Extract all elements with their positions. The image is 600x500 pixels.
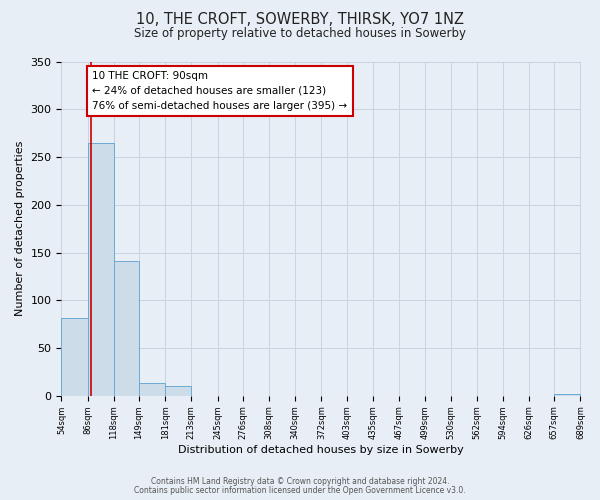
Text: Contains public sector information licensed under the Open Government Licence v3: Contains public sector information licen… [134,486,466,495]
Y-axis label: Number of detached properties: Number of detached properties [15,141,25,316]
Bar [165,386,191,396]
Text: 10, THE CROFT, SOWERBY, THIRSK, YO7 1NZ: 10, THE CROFT, SOWERBY, THIRSK, YO7 1NZ [136,12,464,28]
Bar [114,261,139,396]
Text: 10 THE CROFT: 90sqm
← 24% of detached houses are smaller (123)
76% of semi-detac: 10 THE CROFT: 90sqm ← 24% of detached ho… [92,71,347,110]
X-axis label: Distribution of detached houses by size in Sowerby: Distribution of detached houses by size … [178,445,464,455]
Bar [88,142,114,396]
Text: Contains HM Land Registry data © Crown copyright and database right 2024.: Contains HM Land Registry data © Crown c… [151,477,449,486]
Bar [554,394,580,396]
Bar [61,318,88,396]
Text: Size of property relative to detached houses in Sowerby: Size of property relative to detached ho… [134,28,466,40]
Bar [139,384,165,396]
